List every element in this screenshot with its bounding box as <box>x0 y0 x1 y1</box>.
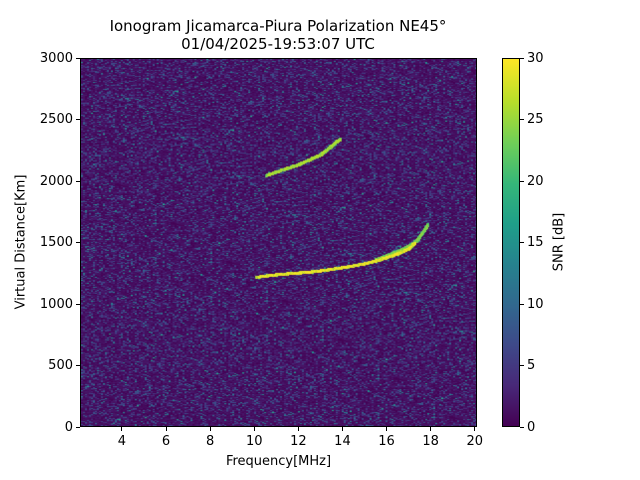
y-tick-mark <box>76 365 80 366</box>
x-tick-label: 18 <box>422 434 439 449</box>
y-tick-label: 1000 <box>39 296 73 312</box>
x-tick-label: 10 <box>245 434 263 449</box>
colorbar-tick-label: 0 <box>527 419 536 435</box>
x-tick-mark <box>209 427 211 431</box>
colorbar-tick-label: 15 <box>527 235 544 250</box>
x-tick-mark <box>121 427 123 431</box>
x-tick-mark <box>253 427 255 431</box>
x-tick-label: 4 <box>117 434 127 449</box>
colorbar-tick-mark <box>520 365 524 366</box>
x-axis-label: Frequency[MHz] <box>225 454 332 469</box>
y-tick-label: 500 <box>48 358 73 373</box>
y-tick-mark <box>76 426 80 428</box>
y-tick-label: 0 <box>64 419 73 435</box>
x-tick-mark <box>474 427 476 431</box>
x-tick-label: 6 <box>161 434 171 449</box>
ionogram-heatmap <box>80 58 477 427</box>
x-tick-label: 12 <box>290 434 307 449</box>
colorbar-tick-label: 30 <box>527 50 544 66</box>
chart-subtitle-timestamp: 01/04/2025-19:53:07 UTC <box>181 35 375 53</box>
y-tick-label: 3000 <box>39 50 73 66</box>
y-tick-mark <box>76 180 80 182</box>
x-tick-mark <box>165 427 167 431</box>
colorbar-tick-mark <box>520 303 524 305</box>
colorbar-tick-mark <box>520 242 524 243</box>
colorbar-tick-mark <box>520 426 524 428</box>
colorbar-tick-label: 20 <box>527 173 544 189</box>
x-tick-mark <box>386 427 388 431</box>
x-tick-mark <box>341 427 343 431</box>
colorbar-tick-mark <box>520 180 524 182</box>
x-tick-mark <box>297 427 299 431</box>
colorbar-tick-label: 10 <box>527 296 544 312</box>
y-tick-mark <box>76 119 80 120</box>
y-tick-label: 2000 <box>39 173 73 189</box>
colorbar <box>502 58 520 427</box>
y-tick-label: 1500 <box>39 235 73 250</box>
colorbar-tick-mark <box>520 57 524 59</box>
colorbar-tick-label: 25 <box>527 112 544 127</box>
x-tick-label: 14 <box>334 434 351 449</box>
colorbar-tick-mark <box>520 119 524 120</box>
y-tick-label: 2500 <box>39 112 73 127</box>
y-tick-mark <box>76 57 80 59</box>
x-tick-label: 16 <box>378 434 395 449</box>
colorbar-label: SNR [dB] <box>551 212 567 272</box>
x-tick-mark <box>430 427 432 431</box>
x-tick-label: 20 <box>466 434 484 449</box>
chart-title: Ionogram Jicamarca-Piura Polarization NE… <box>109 17 447 35</box>
x-tick-label: 8 <box>205 434 215 449</box>
y-tick-mark <box>76 303 80 305</box>
heatmap-canvas <box>81 59 476 426</box>
y-tick-mark <box>76 242 80 243</box>
colorbar-tick-label: 5 <box>527 358 536 373</box>
y-axis-label: Virtual Distance[Km] <box>13 174 29 310</box>
